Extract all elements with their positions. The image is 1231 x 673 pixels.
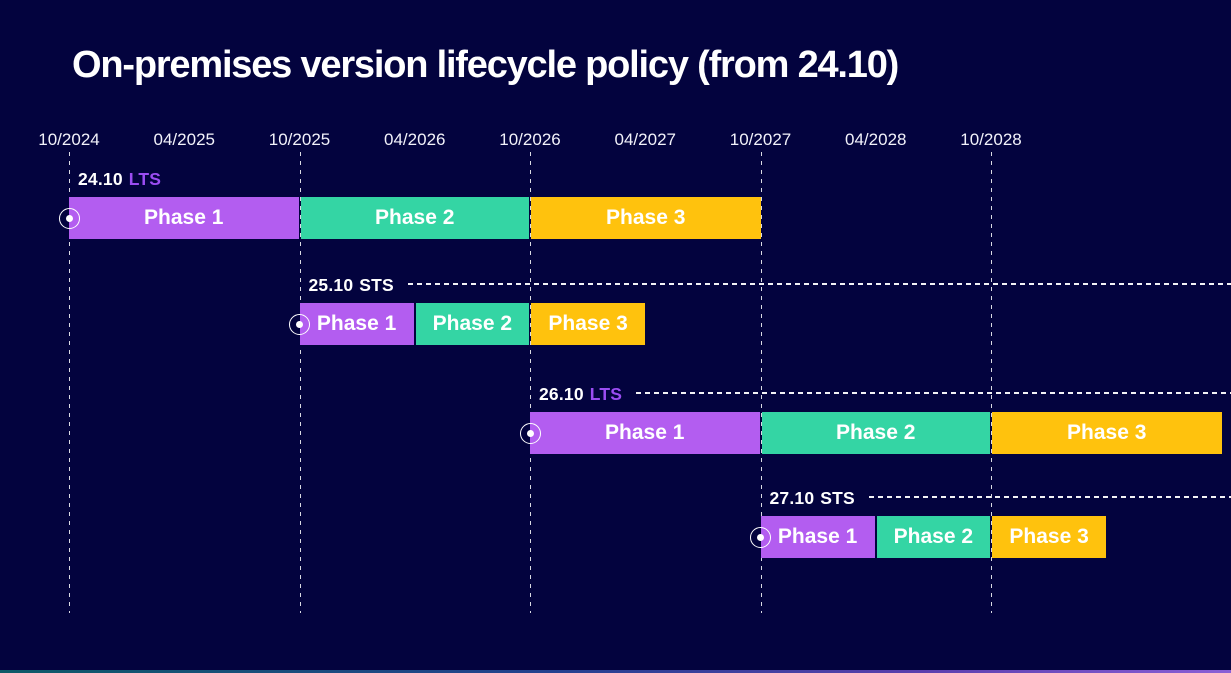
release-start-marker-icon (750, 526, 771, 548)
phase-bar-segment: Phase 3 (992, 516, 1107, 558)
phase-bar-segment: Phase 1 (69, 197, 299, 239)
release-start-marker-icon (519, 422, 541, 444)
axis-tick-label: 10/2028 (960, 130, 1022, 149)
phase-bar-segment: Phase 3 (992, 412, 1222, 454)
release-channel: STS (820, 488, 855, 508)
phase-bar-segment: Phase 1 (530, 412, 760, 454)
release-channel: LTS (589, 384, 623, 404)
release-start-marker-icon (289, 313, 310, 335)
axis-tick-label: 10/2027 (729, 130, 792, 149)
release-channel: STS (359, 275, 394, 295)
release-version: 25.10 (308, 275, 354, 295)
release-label: 24.10 LTS (78, 169, 161, 190)
vertical-gridline (69, 152, 70, 613)
axis-tick-label: 04/2026 (384, 130, 446, 149)
axis-tick-label: 10/2026 (499, 130, 561, 149)
phase-bar-segment: Phase 2 (300, 197, 529, 239)
axis-tick-label: 10/2024 (38, 130, 100, 149)
bottom-gradient-strip (0, 670, 1231, 673)
phase-bar-segment: Phase 2 (761, 412, 990, 454)
phase-bar-segment: Phase 2 (876, 516, 990, 558)
release-label: 26.10 LTS (539, 384, 622, 405)
axis-tick-label: 04/2025 (153, 130, 215, 149)
marker-dot (526, 429, 534, 437)
vertical-gridline (991, 152, 992, 613)
marker-dot (296, 320, 303, 328)
release-start-marker-icon (58, 207, 80, 229)
phase-bar-segment: Phase 1 (760, 516, 875, 558)
continuation-dashed-line (636, 392, 1231, 394)
release-version: 24.10 (78, 169, 123, 189)
phase-bar-segment: Phase 2 (415, 303, 529, 345)
vertical-gridline (530, 152, 531, 613)
continuation-dashed-line (407, 283, 1231, 285)
axis-tick-label: 04/2028 (845, 130, 907, 149)
marker-dot (65, 214, 73, 222)
release-label: 27.10 STS (770, 488, 855, 509)
release-label: 25.10 STS (309, 275, 394, 296)
phase-bar-segment: Phase 3 (531, 303, 646, 345)
phase-bar-segment: Phase 3 (531, 197, 761, 239)
release-version: 27.10 (769, 488, 815, 508)
phase-bar-segment: Phase 1 (299, 303, 414, 345)
axis-tick-label: 10/2025 (268, 130, 331, 149)
release-version: 26.10 (539, 384, 584, 404)
continuation-dashed-line (868, 496, 1231, 498)
vertical-gridline (299, 152, 301, 613)
vertical-gridline (760, 152, 762, 613)
marker-dot (757, 533, 764, 541)
release-channel: LTS (128, 169, 162, 189)
page-title: On-premises version lifecycle policy (fr… (72, 44, 899, 86)
axis-tick-label: 04/2027 (614, 130, 676, 149)
